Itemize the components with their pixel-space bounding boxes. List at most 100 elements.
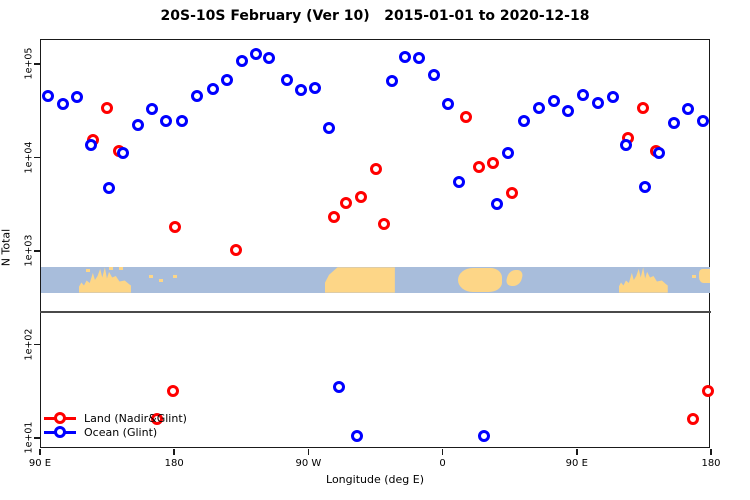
ocean-data-point [351, 430, 364, 443]
ocean-data-point [308, 81, 321, 94]
ocean-data-point [562, 105, 575, 118]
land-fiji [699, 269, 710, 284]
land-legend-circle-icon [54, 412, 66, 424]
land-data-point [327, 210, 340, 223]
land-data-point [339, 197, 352, 209]
ocean-data-point [294, 83, 307, 96]
y-axis-tick [34, 343, 40, 346]
legend-label-land: Land (Nadir&Glint) [84, 411, 187, 425]
ocean-data-point [620, 139, 633, 151]
chart-title: 20S-10S February (Ver 10) 2015-01-01 to … [160, 8, 590, 24]
ocean-data-point [548, 94, 561, 107]
y-axis-tick [34, 156, 40, 159]
y-axis-tick [34, 437, 40, 439]
ocean-data-point [696, 114, 709, 127]
land-data-point [702, 385, 715, 398]
ocean-data-point [131, 118, 144, 131]
ocean-data-point [235, 54, 248, 67]
ocean-data-point [249, 47, 262, 60]
y-axis-tick [34, 63, 40, 65]
island-speck [118, 267, 123, 271]
land-data-point [487, 156, 500, 169]
y-axis-tick [34, 250, 40, 252]
y-axis-label: N Total [0, 228, 13, 267]
land-data-point [100, 102, 113, 115]
y-tick-label: 1e+01 [23, 421, 35, 454]
separator-line [40, 311, 711, 314]
ocean-data-point [518, 114, 531, 127]
land-australia-repeat [618, 267, 668, 293]
ocean-data-point [442, 97, 455, 110]
x-axis-tick [710, 449, 712, 455]
land-data-point [506, 186, 519, 199]
land-data-point [150, 412, 163, 425]
world-map-strip [41, 267, 710, 293]
island-speck [148, 274, 153, 278]
y-tick-label: 1e+03 [23, 234, 35, 267]
ocean-data-point [386, 74, 399, 87]
plot-area [40, 39, 710, 448]
ocean-data-point [145, 103, 158, 116]
y-tick-label: 1e+04 [23, 141, 35, 173]
land-data-point [166, 384, 179, 397]
legend-row-ocean: Ocean (Glint) [44, 425, 187, 439]
x-axis-label: Longitude (deg E) [326, 473, 424, 486]
ocean-data-point [56, 97, 69, 110]
ocean-data-point [682, 103, 695, 116]
land-south-america [324, 267, 395, 293]
land-data-point [355, 190, 368, 203]
y-tick-label: 1e+05 [23, 47, 35, 80]
ocean-data-point [206, 83, 219, 96]
ocean-data-point [502, 146, 515, 159]
ocean-data-point [592, 96, 605, 109]
island-speck [108, 267, 113, 271]
land-data-point [473, 160, 486, 173]
ocean-data-point [159, 114, 172, 127]
island-speck [85, 268, 90, 272]
ocean-data-point [533, 102, 546, 115]
legend-row-land: Land (Nadir&Glint) [44, 411, 187, 425]
legend: Land (Nadir&Glint) Ocean (Glint) [44, 411, 187, 439]
x-tick-label: 90 E [28, 458, 52, 469]
ocean-data-point [577, 89, 590, 101]
land-data-point [369, 162, 382, 175]
island-speck [159, 278, 164, 282]
ocean-data-point [70, 90, 83, 103]
ocean-data-point [280, 73, 293, 86]
ocean-data-point [491, 198, 504, 211]
ocean-data-point [607, 90, 620, 103]
ocean-data-point [220, 73, 233, 86]
ocean-data-point [478, 430, 491, 443]
x-tick-label: 90 E [565, 458, 588, 469]
ocean-data-point [175, 114, 188, 127]
ocean-data-point [84, 139, 97, 151]
x-tick-label: 180 [701, 458, 721, 469]
y-tick-label: 1e+02 [23, 328, 35, 360]
land-data-point [637, 102, 650, 115]
ocean-data-point [668, 116, 681, 129]
ocean-data-point [262, 51, 275, 64]
x-axis-tick [173, 449, 175, 455]
ocean-data-point [653, 146, 666, 159]
land-legend-marker [44, 411, 80, 425]
ocean-data-point [42, 89, 55, 102]
island-speck [691, 274, 696, 278]
x-axis-tick [576, 449, 578, 455]
ocean-data-point [639, 180, 652, 193]
x-tick-label: 0 [439, 458, 446, 469]
ocean-legend-marker [44, 425, 80, 439]
ocean-data-point [322, 121, 335, 134]
land-data-point [229, 243, 242, 256]
land-africa [457, 268, 503, 292]
land-data-point [460, 111, 473, 124]
legend-label-ocean: Ocean (Glint) [84, 425, 158, 439]
island-speck [172, 274, 177, 278]
x-tick-label: 180 [164, 458, 184, 469]
land-data-point [686, 413, 699, 426]
land-data-point [168, 220, 181, 233]
ocean-data-point [413, 51, 426, 64]
ocean-data-point [102, 181, 115, 194]
x-axis-tick [441, 449, 444, 455]
ocean-data-point [453, 175, 466, 188]
